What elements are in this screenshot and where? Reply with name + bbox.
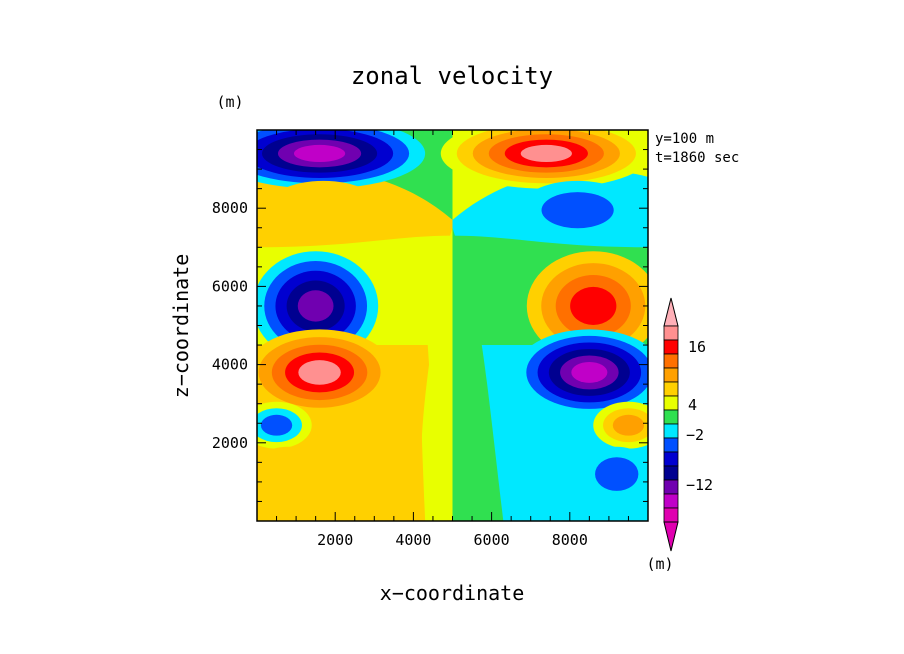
colorbar-low-cap — [663, 521, 679, 552]
y-unit-label: (m) — [216, 93, 243, 111]
colorbar-band — [663, 325, 679, 341]
colorbar-label-4: 4 — [688, 396, 697, 414]
annotation-y: y=100 m — [655, 131, 714, 147]
colorbar-high-cap — [663, 297, 679, 327]
y-tick-label: 4000 — [212, 356, 248, 374]
left-cell-low-contour-16 — [298, 360, 341, 385]
left-cell-upper-contour-4 — [264, 180, 383, 240]
colorbar-band — [663, 409, 679, 425]
colorbar-band — [663, 437, 679, 453]
colorbar-band — [663, 367, 679, 383]
left-cell-mid-contour--14 — [297, 290, 334, 322]
y-axis-label: z−coordinate — [169, 254, 193, 399]
colorbar-band — [663, 479, 679, 495]
colorbar-band — [663, 507, 679, 523]
colorbar-band — [663, 423, 679, 439]
right-cell-low-contour--16 — [571, 361, 608, 383]
colorbar-band — [663, 339, 679, 355]
chart-title: zonal velocity — [351, 62, 553, 90]
colorbar-band — [663, 395, 679, 411]
left-cell-bottom-contour-4 — [257, 446, 328, 502]
colorbar-band — [663, 465, 679, 481]
right-cell-mid-contour-14 — [570, 286, 617, 325]
left-cell-top-contour--16 — [293, 144, 346, 162]
colorbar-band — [663, 493, 679, 509]
field-band-left-mid — [393, 305, 430, 521]
contour-field — [257, 130, 648, 521]
colorbar-label-16: 16 — [688, 338, 706, 356]
y-tick-label: 8000 — [212, 199, 248, 217]
colorbar — [663, 297, 679, 552]
x-tick-label: 4000 — [395, 531, 431, 549]
x-axis-ticks: 2000 4000 6000 8000 — [256, 130, 649, 549]
colorbar-band — [663, 451, 679, 467]
right-cell-bottom-contour--4 — [595, 457, 639, 491]
x-tick-label: 2000 — [317, 531, 353, 549]
colorbar-label-neg2: −2 — [686, 426, 704, 444]
right-cell-small-contour-8 — [612, 414, 645, 436]
x-tick-label: 6000 — [474, 531, 510, 549]
y-tick-label: 2000 — [212, 434, 248, 452]
left-cell-small-contour--4 — [260, 414, 293, 436]
y-axis-ticks: 2000 4000 6000 8000 — [212, 129, 648, 522]
colorbar-label-neg12: −12 — [686, 476, 713, 494]
y-tick-label: 6000 — [212, 277, 248, 295]
colorbar-band — [663, 381, 679, 397]
x-axis-label: x−coordinate — [380, 581, 525, 605]
colorbar-unit: (m) — [646, 555, 673, 573]
x-tick-label: 8000 — [552, 531, 588, 549]
right-cell-upper-contour--4 — [541, 192, 614, 229]
annotation-t: t=1860 sec — [655, 150, 739, 166]
right-cell-top-contour-16 — [520, 144, 572, 162]
colorbar-band — [663, 353, 679, 369]
